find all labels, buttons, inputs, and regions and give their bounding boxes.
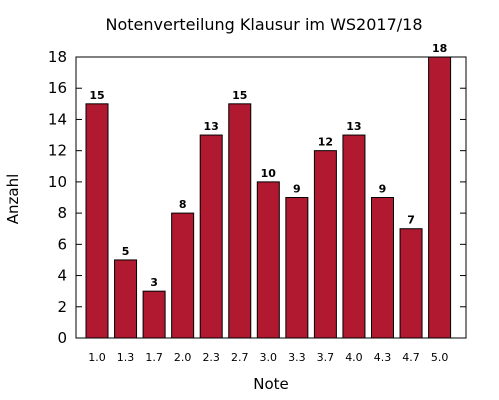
bar	[228, 103, 252, 339]
bar	[114, 259, 138, 339]
x-tick-label: 1.0	[88, 351, 106, 364]
data-label: 15	[89, 89, 104, 102]
bar	[399, 228, 423, 339]
y-axis-label: Anzahl	[4, 174, 22, 225]
bar	[171, 212, 195, 339]
bar	[371, 197, 394, 339]
y-tick-label: 18	[48, 48, 67, 66]
x-tick-label: 3.3	[288, 351, 306, 364]
y-tick-label: 16	[48, 79, 67, 97]
data-label: 3	[150, 276, 158, 289]
bar	[313, 150, 337, 339]
x-tick-label: 4.7	[402, 351, 420, 364]
bar	[199, 134, 223, 339]
data-label: 5	[122, 245, 130, 258]
y-tick-label: 8	[57, 204, 67, 222]
data-label: 7	[407, 214, 415, 227]
y-tick-label: 6	[57, 235, 67, 253]
data-label: 10	[261, 167, 277, 180]
x-tick-label: 4.3	[374, 351, 392, 364]
x-tick-label: 2.0	[174, 351, 192, 364]
y-tick-label: 14	[48, 110, 67, 128]
y-tick-label: 4	[57, 267, 67, 285]
data-label: 18	[432, 42, 447, 55]
x-tick-label: 1.7	[145, 351, 163, 364]
data-label: 13	[204, 120, 219, 133]
x-tick-label: 3.7	[317, 351, 335, 364]
x-tick-label: 2.3	[202, 351, 220, 364]
bar	[85, 103, 109, 339]
bar	[285, 197, 309, 339]
x-tick-label: 3.0	[260, 351, 278, 364]
y-tick-label: 12	[48, 142, 67, 160]
bar	[428, 56, 452, 339]
chart-title: Notenverteilung Klausur im WS2017/18	[105, 15, 422, 34]
x-tick-label: 2.7	[231, 351, 249, 364]
x-tick-label: 1.3	[117, 351, 135, 364]
data-label: 9	[293, 183, 301, 196]
y-tick-label: 0	[57, 329, 67, 347]
data-label: 8	[179, 198, 187, 211]
data-label: 13	[346, 120, 361, 133]
x-axis-label: Note	[253, 375, 289, 393]
data-label: 9	[379, 183, 387, 196]
bar	[142, 290, 166, 339]
x-tick-label: 5.0	[431, 351, 449, 364]
bar	[342, 134, 366, 339]
y-tick-label: 2	[57, 298, 67, 316]
data-label: 12	[318, 136, 333, 149]
plot-area: 0 2 4 6 8 10 12 14 16 18 1.0 15 1.3 5 1.7 3 2.0 8 2.3 13 2.7…	[48, 42, 467, 364]
bar	[256, 181, 280, 339]
data-label: 15	[232, 89, 247, 102]
y-tick-label: 10	[48, 173, 67, 191]
x-tick-label: 4.0	[345, 351, 363, 364]
